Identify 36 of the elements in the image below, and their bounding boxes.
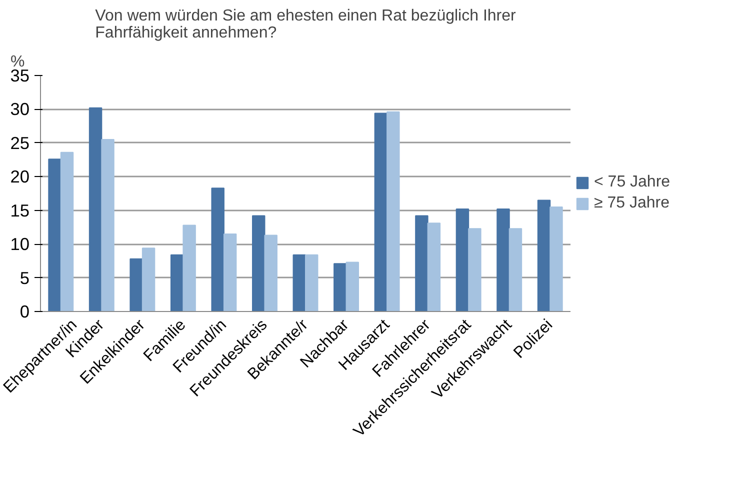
bar — [211, 188, 224, 312]
bar — [182, 224, 196, 312]
legend-label: ≥ 75 Jahre — [594, 194, 670, 212]
bar — [60, 152, 74, 312]
y-tick-label: 0 — [20, 302, 30, 322]
bar — [374, 112, 388, 312]
chart-title: Von wem würden Sie am ehesten einen Rat bezüglich Ihrer Fahrfähigkeit annehmen? — [95, 8, 517, 42]
bar — [456, 208, 470, 312]
bar — [252, 215, 266, 312]
y-tick-label: 20 — [10, 166, 30, 187]
bar — [101, 139, 114, 312]
bar — [264, 234, 278, 312]
bar — [142, 248, 156, 312]
y-tick-label: 5 — [20, 268, 30, 288]
bar — [415, 215, 428, 312]
y-tick-label: 10 — [10, 234, 30, 254]
bar — [305, 254, 318, 312]
bar — [130, 258, 143, 312]
bar — [550, 206, 563, 312]
bar — [496, 208, 510, 312]
bar — [48, 158, 62, 312]
bar — [223, 233, 237, 312]
y-tick-label: 25 — [10, 132, 30, 153]
legend-label: < 75 Jahre — [594, 174, 670, 192]
bar — [508, 228, 522, 312]
bar — [537, 200, 551, 312]
bar — [468, 228, 482, 312]
bar — [292, 254, 306, 312]
bar — [346, 262, 359, 312]
y-tick-label: 15 — [10, 200, 30, 220]
bar — [386, 111, 400, 312]
bar — [427, 222, 441, 312]
bar — [88, 107, 102, 312]
bar — [334, 263, 347, 312]
bar — [170, 254, 184, 312]
y-tick-label: 30 — [10, 99, 30, 120]
